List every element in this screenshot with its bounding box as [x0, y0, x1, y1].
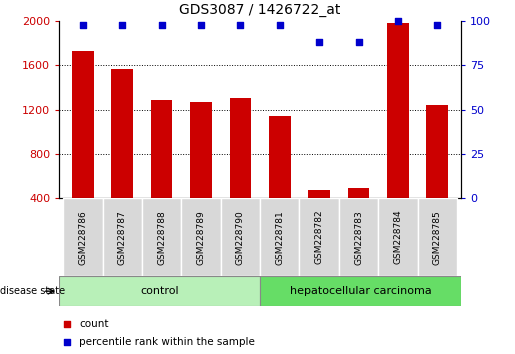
Point [118, 22, 126, 28]
Bar [142, 198, 181, 276]
Bar [230, 98, 251, 242]
Text: GSM228789: GSM228789 [197, 210, 205, 264]
Bar [426, 105, 448, 242]
Text: GSM228788: GSM228788 [157, 210, 166, 264]
Text: hepatocellular carcinoma: hepatocellular carcinoma [289, 286, 432, 296]
Text: count: count [79, 319, 109, 329]
Text: control: control [140, 286, 179, 296]
Title: GDS3087 / 1426722_at: GDS3087 / 1426722_at [179, 4, 341, 17]
Bar [308, 190, 330, 242]
Bar [387, 23, 409, 242]
Bar [348, 188, 369, 242]
Point [63, 339, 72, 344]
Bar [102, 198, 142, 276]
Point [236, 22, 245, 28]
Point [315, 40, 323, 45]
Text: disease state: disease state [0, 286, 65, 296]
Text: GSM228781: GSM228781 [275, 210, 284, 264]
Bar [59, 276, 260, 306]
Bar [418, 198, 457, 276]
Text: GSM228786: GSM228786 [78, 210, 88, 264]
Point [79, 22, 87, 28]
Bar [260, 198, 299, 276]
Text: GSM228784: GSM228784 [393, 210, 402, 264]
Bar [111, 69, 133, 242]
Bar [151, 100, 173, 242]
Text: GSM228783: GSM228783 [354, 210, 363, 264]
Bar [221, 198, 260, 276]
Text: GSM228782: GSM228782 [315, 210, 323, 264]
Bar [190, 102, 212, 242]
Point [394, 18, 402, 24]
Bar [299, 198, 339, 276]
Bar [269, 116, 290, 242]
Bar [378, 198, 418, 276]
Point [276, 22, 284, 28]
Point [197, 22, 205, 28]
Bar [181, 198, 221, 276]
Point [354, 40, 363, 45]
Bar [339, 198, 378, 276]
Bar [72, 51, 94, 242]
Bar [63, 198, 102, 276]
Point [158, 22, 166, 28]
Bar [260, 276, 461, 306]
Text: GSM228785: GSM228785 [433, 210, 442, 264]
Point [433, 22, 441, 28]
Text: GSM228787: GSM228787 [118, 210, 127, 264]
Text: GSM228790: GSM228790 [236, 210, 245, 264]
Point [63, 321, 72, 327]
Text: percentile rank within the sample: percentile rank within the sample [79, 337, 255, 347]
